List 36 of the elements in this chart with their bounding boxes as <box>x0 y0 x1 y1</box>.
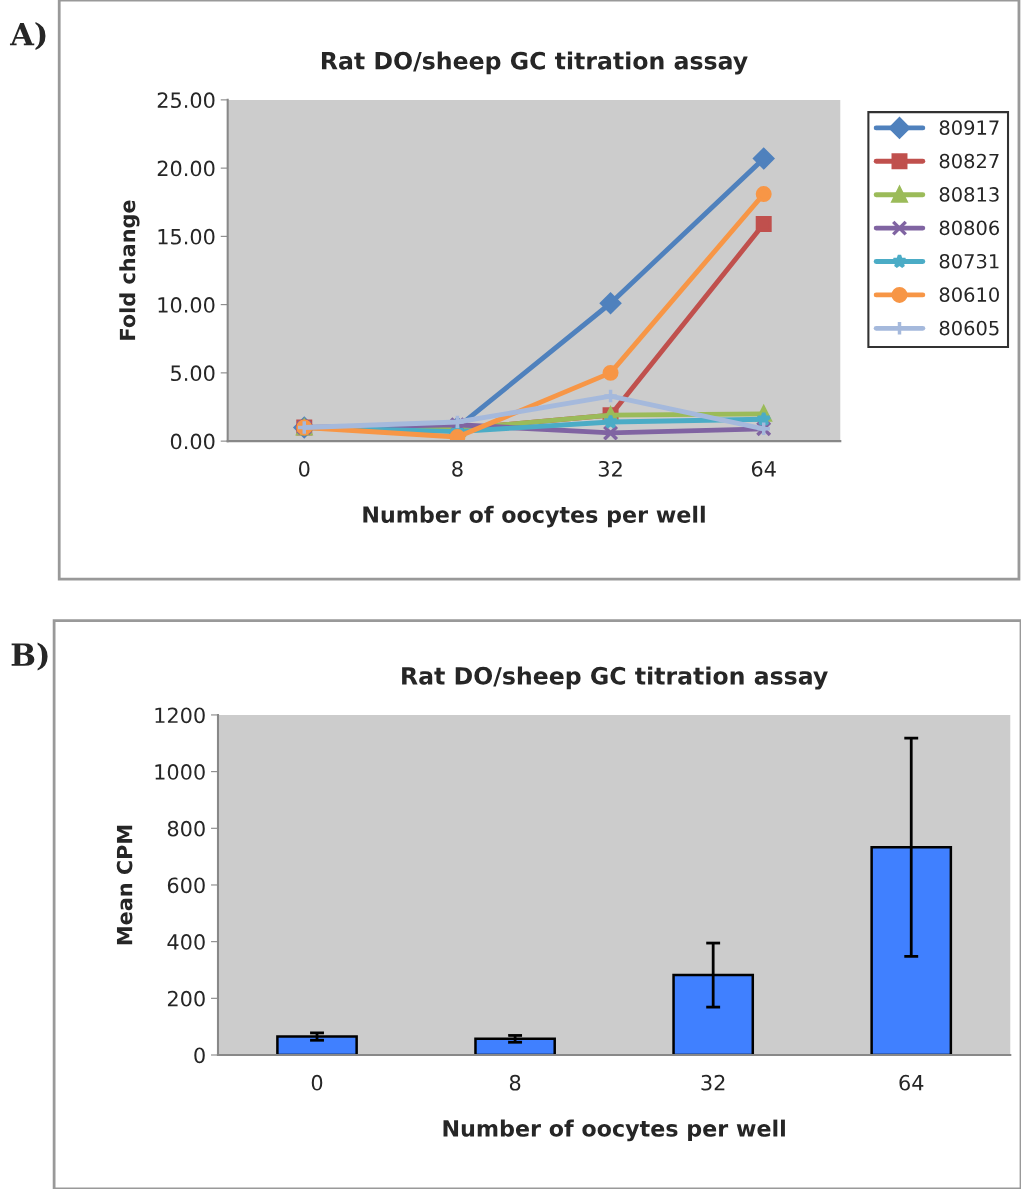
legend-label: 80827 <box>939 153 999 169</box>
legend-label: 80917 <box>939 120 999 135</box>
x-axis-title: Number of oocytes per well <box>443 1119 785 1142</box>
legend-label: 80813 <box>939 187 999 202</box>
y-tick-label: 400 <box>167 934 205 950</box>
y-axis-title: Fold change <box>119 200 140 340</box>
y-tick-label: 10.00 <box>158 297 215 313</box>
y-tick-label: 25.00 <box>157 92 215 109</box>
y-tick-label: 1200 <box>155 707 205 724</box>
y-tick-label: 800 <box>167 820 205 837</box>
text: B) <box>11 642 48 671</box>
x-tick-label: 0 <box>299 460 310 477</box>
x-tick-label: 64 <box>751 460 776 477</box>
legend-label: 80605 <box>939 320 999 336</box>
y-tick-label: 15.00 <box>158 228 215 245</box>
x-tick-label: 32 <box>701 1074 725 1091</box>
legend-label: 80610 <box>939 287 999 302</box>
legend-label: 80731 <box>939 253 999 269</box>
y-tick-label: 200 <box>167 990 205 1007</box>
x-tick-label: 0 <box>311 1074 323 1091</box>
y-tick-label: 5.00 <box>171 365 215 382</box>
x-tick-label: 8 <box>509 1074 521 1091</box>
y-tick-label: 20.00 <box>157 160 215 177</box>
y-tick-label: 0 <box>194 1047 205 1064</box>
x-tick-label: 8 <box>452 460 463 477</box>
x-axis-title: Number of oocytes per well <box>363 505 705 528</box>
chart-title: Rat DO/sheep GC titration assay <box>321 51 748 75</box>
text: A) <box>9 21 46 50</box>
y-tick-label: 0.00 <box>170 433 215 450</box>
legend-label: 80806 <box>939 220 1000 236</box>
y-axis-title: Mean CPM <box>116 825 133 945</box>
x-tick-label: 32 <box>598 460 622 477</box>
chart-title: Rat DO/sheep GC titration assay <box>402 666 828 690</box>
y-tick-label: 1000 <box>155 764 205 780</box>
x-tick-label: 64 <box>899 1074 924 1091</box>
y-tick-label: 600 <box>167 877 205 894</box>
